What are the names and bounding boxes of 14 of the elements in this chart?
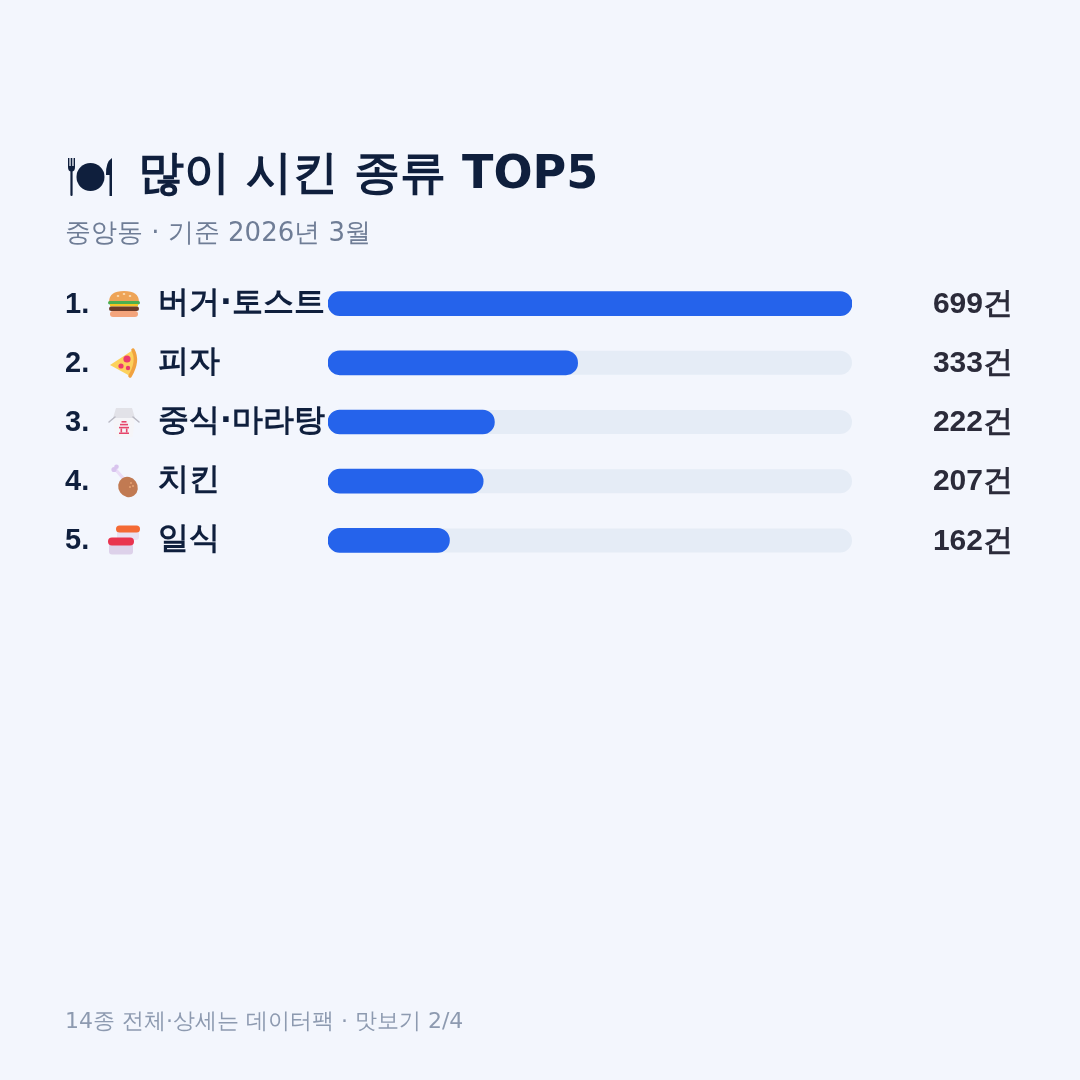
category-label: 3. 중식·마라탕 <box>65 401 325 438</box>
category-label: 4. 치킨 <box>65 460 220 497</box>
data-label: 207건 <box>932 463 1013 497</box>
category-label: 2. 피자 <box>65 341 220 378</box>
category-label: 1. 버거·토스트 <box>65 282 325 319</box>
data-label: 699건 <box>932 285 1013 319</box>
chart-subtitle: 중앙동 · 기준 2026년 3월 <box>65 216 372 249</box>
chart-title: 많이 시킨 종류 TOP5 <box>138 144 599 201</box>
category-label: 5. 일식 <box>65 519 220 556</box>
data-label: 162건 <box>932 522 1013 556</box>
text: 14종 전체·상세는 데이터팩 · 맛보기 2/4 <box>65 1007 464 1035</box>
data-label: 333건 <box>932 345 1013 379</box>
bar <box>328 528 450 553</box>
data-label: 222건 <box>932 404 1013 438</box>
